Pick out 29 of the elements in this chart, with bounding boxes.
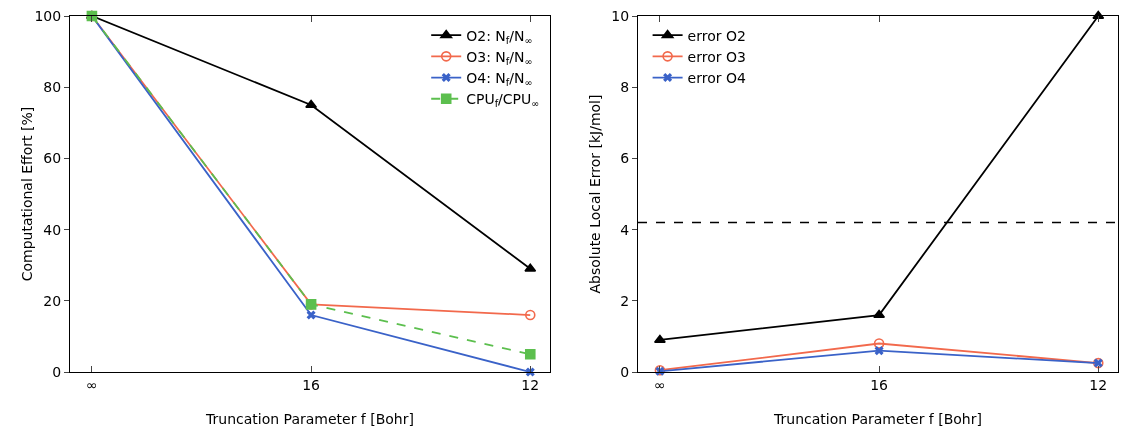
- x-tick-label: 12: [521, 376, 540, 393]
- y-axis-title: Absolute Local Error [kJ/mol]: [587, 94, 603, 294]
- y-tick-label: 100: [34, 7, 62, 24]
- legend-label: error O2: [687, 27, 746, 44]
- y-tick-label: 80: [43, 79, 62, 96]
- legend-label: error O4: [687, 70, 746, 87]
- y-tick-label: 2: [620, 292, 630, 309]
- legend-label: O2: N$_{f}$/N$_{∞}$: [466, 27, 533, 46]
- legend-label: error O3: [687, 48, 746, 65]
- y-tick-label: 40: [43, 221, 62, 238]
- x-tick-label: ∞: [86, 376, 98, 393]
- legend-label: O4: N$_{f}$/N$_{∞}$: [466, 70, 533, 88]
- legend-label: O3: N$_{f}$/N$_{∞}$: [466, 48, 533, 67]
- x-axis-title: Truncation Parameter f [Bohr]: [205, 411, 414, 427]
- y-axis-title: Computational Effort [%]: [19, 106, 35, 282]
- y-tick-label: 0: [620, 363, 630, 380]
- x-tick-label: 12: [1089, 376, 1108, 393]
- x-axis-title: Truncation Parameter f [Bohr]: [773, 411, 982, 427]
- y-tick-label: 10: [611, 7, 630, 24]
- y-tick-label: 60: [43, 150, 62, 167]
- x-tick-label: ∞: [654, 376, 666, 393]
- x-tick-label: 16: [302, 376, 321, 393]
- y-tick-label: 8: [620, 79, 630, 96]
- y-tick-label: 20: [43, 292, 62, 309]
- x-tick-label: 16: [870, 376, 889, 393]
- y-tick-label: 6: [620, 150, 630, 167]
- legend-label: CPU$_{f}$/CPU$_{∞}$: [466, 91, 540, 110]
- y-tick-label: 0: [52, 363, 62, 380]
- y-tick-label: 4: [620, 221, 630, 238]
